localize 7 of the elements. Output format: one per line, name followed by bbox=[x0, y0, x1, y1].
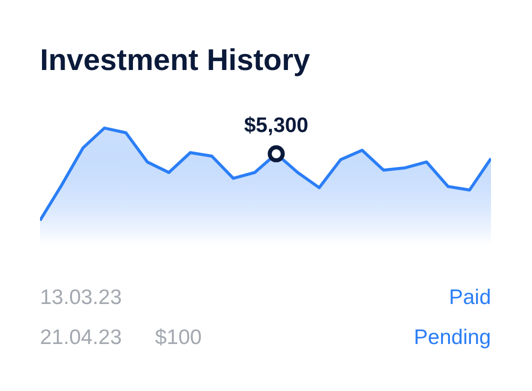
chart-title: Investment History bbox=[40, 44, 310, 78]
text: $100 bbox=[155, 326, 202, 350]
text: 21.04.23 bbox=[40, 326, 122, 350]
text: Pending bbox=[414, 326, 491, 350]
text: 13.03.23 bbox=[40, 286, 122, 310]
annotation: $5,300 bbox=[244, 114, 308, 137]
text: Paid bbox=[448, 286, 491, 310]
